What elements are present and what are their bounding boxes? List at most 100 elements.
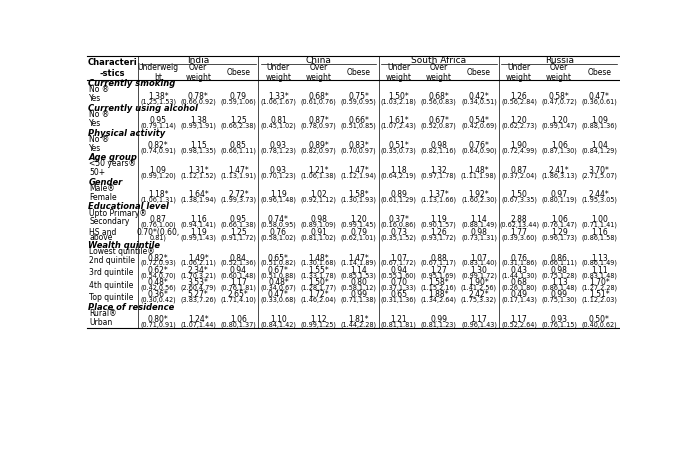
Text: 1.19: 1.19 — [190, 228, 207, 237]
Text: 0.99: 0.99 — [551, 290, 568, 299]
Text: 1.09: 1.09 — [150, 166, 167, 175]
Text: (0.64,2.19): (0.64,2.19) — [381, 172, 417, 179]
Text: 0.99: 0.99 — [350, 290, 367, 299]
Text: 0.79: 0.79 — [350, 228, 367, 237]
Text: (1.71,4.10): (1.71,4.10) — [220, 297, 256, 304]
Text: (1.12,1.94): (1.12,1.94) — [340, 172, 377, 179]
Text: 0.80*: 0.80* — [147, 315, 169, 324]
Text: 0.49: 0.49 — [511, 290, 528, 299]
Text: 1.47*: 1.47* — [348, 253, 369, 262]
Text: 1.06: 1.06 — [551, 215, 568, 224]
Text: 0.79: 0.79 — [230, 92, 247, 101]
Text: above: above — [89, 233, 112, 242]
Text: Obese: Obese — [467, 68, 491, 77]
Text: 0.51*: 0.51* — [389, 141, 409, 150]
Text: 1.06: 1.06 — [230, 315, 247, 324]
Text: Over
weight: Over weight — [185, 63, 212, 82]
Text: (0.33,0.68): (0.33,0.68) — [260, 297, 296, 304]
Text: 0.78*: 0.78* — [188, 92, 209, 101]
Text: 0.84: 0.84 — [230, 253, 247, 262]
Text: 0.67*: 0.67* — [429, 116, 449, 125]
Text: (0.81,1.02): (0.81,1.02) — [300, 235, 336, 241]
Text: 1.17: 1.17 — [511, 315, 528, 324]
Text: 1.72*: 1.72* — [308, 290, 329, 299]
Text: (0.81,1.23): (0.81,1.23) — [421, 322, 457, 328]
Text: (0.71,1.41): (0.71,1.41) — [582, 221, 617, 228]
Text: Currently using alcohol: Currently using alcohol — [88, 104, 198, 113]
Text: (0.37,2.04): (0.37,2.04) — [501, 172, 537, 179]
Text: 0.83*: 0.83* — [348, 141, 369, 150]
Text: (1.13,1.66): (1.13,1.66) — [421, 197, 457, 203]
Text: 1.19: 1.19 — [431, 215, 447, 224]
Text: 0.37*: 0.37* — [389, 215, 409, 224]
Text: 0.65: 0.65 — [390, 290, 407, 299]
Text: South Africa: South Africa — [411, 56, 466, 65]
Text: 1.31*: 1.31* — [188, 166, 209, 175]
Text: 0.73: 0.73 — [390, 228, 407, 237]
Text: (0.86,1.58): (0.86,1.58) — [582, 235, 617, 241]
Text: Secondary: Secondary — [89, 217, 130, 226]
Text: (0.45,1.02): (0.45,1.02) — [260, 123, 296, 129]
Text: (0.71,1.38): (0.71,1.38) — [340, 297, 377, 304]
Text: (0.51,0.82): (0.51,0.82) — [260, 260, 296, 267]
Text: (1.75,3.32): (1.75,3.32) — [461, 297, 497, 304]
Text: 0.76: 0.76 — [270, 228, 287, 237]
Text: 1.16: 1.16 — [190, 215, 207, 224]
Text: (0.81,1.81): (0.81,1.81) — [381, 322, 417, 328]
Text: Upto Primary®: Upto Primary® — [89, 209, 147, 218]
Text: (0.83,1.48): (0.83,1.48) — [582, 272, 617, 279]
Text: 0.98: 0.98 — [431, 141, 447, 150]
Text: (0.80,1.19): (0.80,1.19) — [542, 197, 577, 203]
Text: 0.47*: 0.47* — [589, 92, 610, 101]
Text: Obese: Obese — [587, 68, 611, 77]
Text: (0.99,1.43): (0.99,1.43) — [181, 235, 216, 241]
Text: (1.38,1.94): (1.38,1.94) — [181, 197, 216, 203]
Text: 1.50*: 1.50* — [308, 278, 329, 287]
Text: 1.64*: 1.64* — [188, 190, 209, 199]
Text: 0.67*: 0.67* — [268, 266, 289, 275]
Text: Over
weight: Over weight — [426, 63, 452, 82]
Text: 1.17: 1.17 — [471, 315, 487, 324]
Text: (1.30,1.93): (1.30,1.93) — [340, 197, 377, 203]
Text: (1.28,1.77): (1.28,1.77) — [300, 285, 336, 291]
Text: 0.88: 0.88 — [431, 253, 447, 262]
Text: Obese: Obese — [347, 68, 371, 77]
Text: (0.83,1.40): (0.83,1.40) — [461, 260, 497, 267]
Text: 2.34*: 2.34* — [188, 266, 209, 275]
Text: (0.79,1.14): (0.79,1.14) — [140, 123, 176, 129]
Text: (1.95,3.05): (1.95,3.05) — [582, 197, 617, 203]
Text: 1.33*: 1.33* — [268, 92, 289, 101]
Text: Place of residence: Place of residence — [88, 303, 175, 312]
Text: (0.99,1.25): (0.99,1.25) — [300, 322, 336, 328]
Text: (0.59,0.95): (0.59,0.95) — [341, 98, 376, 105]
Text: No ®: No ® — [89, 110, 110, 119]
Text: 1.06: 1.06 — [551, 141, 568, 150]
Text: 1.14: 1.14 — [471, 215, 487, 224]
Text: (0.87,1.30): (0.87,1.30) — [542, 147, 577, 154]
Text: 1.26: 1.26 — [431, 228, 447, 237]
Text: (0.66,0.92): (0.66,0.92) — [181, 98, 216, 105]
Text: (0.61,1.29): (0.61,1.29) — [381, 197, 417, 203]
Text: 0.43: 0.43 — [511, 266, 528, 275]
Text: Yes: Yes — [89, 94, 101, 103]
Text: 1.61*: 1.61* — [389, 116, 409, 125]
Text: (1.70,3.21): (1.70,3.21) — [181, 272, 216, 279]
Text: (0.97,1.78): (0.97,1.78) — [421, 172, 457, 179]
Text: (0.92,1.12): (0.92,1.12) — [300, 197, 336, 203]
Text: 1.50*: 1.50* — [389, 92, 409, 101]
Text: (0.94,1.41): (0.94,1.41) — [181, 221, 216, 228]
Text: (1.33,1.78): (1.33,1.78) — [300, 272, 336, 279]
Text: Over
weight: Over weight — [546, 63, 572, 82]
Text: 0.89: 0.89 — [390, 190, 407, 199]
Text: India: India — [187, 56, 209, 65]
Text: Gender: Gender — [88, 178, 123, 187]
Text: (0.93,1.72): (0.93,1.72) — [421, 235, 457, 241]
Text: 1.55*: 1.55* — [308, 266, 329, 275]
Text: 0.85: 0.85 — [230, 141, 247, 150]
Text: (0.31,1.86): (0.31,1.86) — [501, 260, 537, 267]
Text: 0.68: 0.68 — [511, 278, 528, 287]
Text: (0.84,1.42): (0.84,1.42) — [260, 322, 296, 328]
Text: (0.35,0.73): (0.35,0.73) — [381, 147, 417, 154]
Text: (0.84,1.29): (0.84,1.29) — [582, 147, 617, 154]
Text: 0.98: 0.98 — [551, 266, 568, 275]
